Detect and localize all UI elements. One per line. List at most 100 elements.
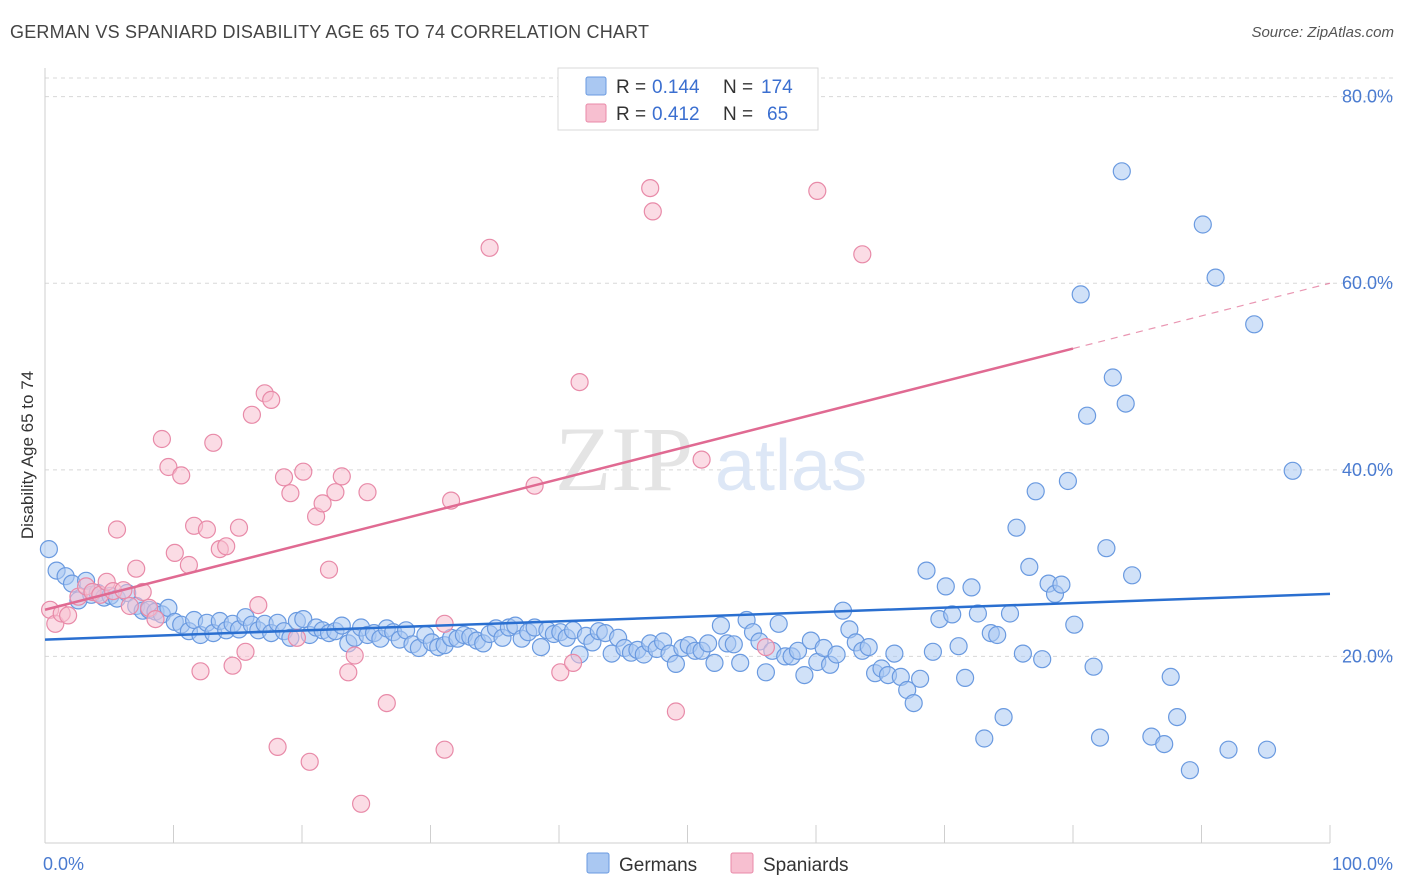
german-point-164 <box>1103 368 1122 387</box>
spaniard-point-35 <box>268 737 287 757</box>
spaniard-point-49 <box>358 483 377 502</box>
spaniard-point-46 <box>339 663 358 682</box>
spaniard-point-23 <box>191 662 210 681</box>
spaniard-point-3 <box>58 606 78 625</box>
german-point-178 <box>1112 162 1131 181</box>
german-point-103 <box>711 616 731 635</box>
german-point-157 <box>1058 471 1078 491</box>
german-point-163 <box>1097 539 1116 558</box>
german-trend-line <box>44 592 1331 641</box>
german-point-139 <box>943 605 962 624</box>
top-legend: R = 0.144 N = 174 R = 0.412 N = 65 <box>557 67 819 131</box>
spaniard-point-51 <box>435 740 454 759</box>
spaniard-point-30 <box>236 642 255 661</box>
spaniard-point-53 <box>435 614 454 633</box>
spaniard-point-17 <box>152 429 171 449</box>
spaniard-point-31 <box>242 405 261 424</box>
spaniard-point-61 <box>666 702 686 721</box>
german-point-136 <box>923 642 943 661</box>
german-point-133 <box>904 693 923 713</box>
watermark-atlas: atlas <box>715 426 867 506</box>
spaniard-point-29 <box>229 518 249 537</box>
german-point-121 <box>827 645 846 664</box>
german-point-165 <box>1116 394 1135 413</box>
german-point-96 <box>666 654 686 674</box>
german-point-38 <box>294 609 313 629</box>
spaniard-point-63 <box>756 637 776 657</box>
german-point-147 <box>994 707 1013 727</box>
german-point-0 <box>39 539 59 559</box>
spaniard-point-24 <box>197 520 216 539</box>
german-point-130 <box>885 644 904 663</box>
y-tick-labels: 20.0% 40.0% 60.0% 80.0% <box>1342 87 1393 667</box>
spaniard-point-48 <box>352 794 371 813</box>
german-point-158 <box>1065 615 1084 634</box>
legend-r-label-1: R = <box>616 77 651 98</box>
bottom-legend: Germans Spaniards <box>586 852 849 876</box>
source-label: Source: ZipAtlas.com <box>1251 24 1394 41</box>
spaniard-point-16 <box>146 609 165 629</box>
y-tick-label-0: 20.0% <box>1342 646 1393 666</box>
spaniard-point-43 <box>319 560 339 579</box>
x-tick-label-1: 100.0% <box>1332 854 1393 874</box>
x-tick-labels: 0.0% 100.0% <box>43 854 1393 874</box>
german-point-144 <box>975 729 994 748</box>
german-point-138 <box>936 577 955 596</box>
spaniard-point-59 <box>641 179 660 198</box>
legend-r-label-2: R = <box>616 104 651 125</box>
legend-r-value-1: 0.144 <box>652 77 700 98</box>
spaniard-point-27 <box>217 537 236 556</box>
german-point-160 <box>1077 406 1097 425</box>
axes <box>44 68 1331 844</box>
gridlines <box>45 77 1393 657</box>
german-point-169 <box>1161 667 1180 687</box>
spaniard-point-19 <box>165 543 184 563</box>
german-point-177 <box>1283 461 1302 480</box>
german-point-105 <box>724 635 743 654</box>
spaniard-point-60 <box>643 202 662 221</box>
y-tick-label-2: 60.0% <box>1342 273 1393 293</box>
bottom-legend-spaniards: Spaniards <box>763 855 849 876</box>
spaniard-point-57 <box>570 373 589 392</box>
german-point-168 <box>1155 734 1174 754</box>
watermark-zip: ZIP <box>555 408 693 510</box>
german-point-149 <box>1007 518 1026 537</box>
spaniard-points <box>40 179 872 813</box>
y-tick-label-3: 80.0% <box>1342 87 1393 107</box>
spaniard-trend-extension <box>1072 282 1331 350</box>
spaniard-point-20 <box>172 466 191 485</box>
y-axis-label: Disability Age 65 to 74 <box>18 371 37 539</box>
german-point-174 <box>1219 740 1238 759</box>
german-point-150 <box>1013 644 1033 663</box>
spaniard-point-62 <box>692 450 711 469</box>
legend-n-label-1: N = <box>723 77 758 98</box>
spaniard-point-13 <box>127 559 146 578</box>
spaniard-point-42 <box>313 494 332 513</box>
y-tick-label-1: 40.0% <box>1342 460 1393 480</box>
spaniard-point-65 <box>853 245 872 264</box>
spaniard-point-10 <box>107 520 127 539</box>
legend-swatch-germans <box>585 76 607 96</box>
spaniard-trend-line <box>44 347 1074 611</box>
german-point-153 <box>1033 650 1052 669</box>
chart-title: GERMAN VS SPANIARD DISABILITY AGE 65 TO … <box>10 22 650 42</box>
spaniard-point-40 <box>300 752 319 771</box>
german-point-115 <box>788 641 808 660</box>
legend-swatch-spaniards <box>585 103 607 123</box>
spaniard-point-45 <box>332 467 351 486</box>
german-point-143 <box>968 604 988 623</box>
german-point-152 <box>1026 482 1045 501</box>
spaniard-point-64 <box>808 181 827 200</box>
bottom-legend-swatch-germans <box>586 852 610 874</box>
bottom-legend-germans: Germans <box>619 855 697 876</box>
german-point-140 <box>949 637 968 656</box>
german-point-151 <box>1020 557 1039 577</box>
spaniard-point-12 <box>120 596 139 616</box>
spaniard-point-44 <box>326 483 345 502</box>
german-point-101 <box>698 634 718 653</box>
spaniard-point-56 <box>551 663 570 682</box>
spaniard-point-38 <box>287 628 306 647</box>
german-point-162 <box>1090 728 1110 747</box>
